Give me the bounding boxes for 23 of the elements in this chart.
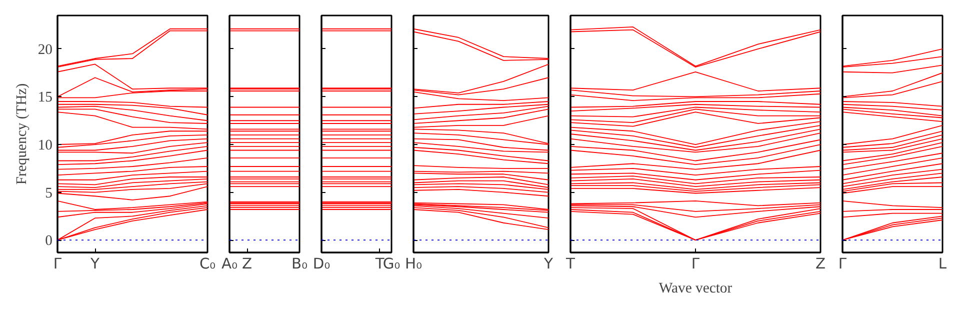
- x-tick-label: H₀: [405, 256, 422, 272]
- x-tick-label: B₀: [292, 256, 308, 272]
- x-tick-label: Y: [543, 256, 554, 272]
- y-tick-label: 20: [38, 42, 52, 58]
- x-tick-label: Z: [815, 256, 826, 272]
- y-axis-title: Frequency (THz): [14, 83, 30, 185]
- x-tick-label: Z: [242, 256, 252, 272]
- x-tick-label: Γ: [53, 256, 62, 272]
- x-tick-label: Y: [90, 256, 100, 272]
- x-tick-label: A₀: [222, 256, 238, 272]
- x-tick-label: G₀: [382, 256, 400, 272]
- x-tick-label: L: [938, 256, 948, 272]
- y-tick-label: 15: [38, 90, 52, 106]
- x-tick-label: Γ: [838, 256, 848, 272]
- x-tick-label: T: [565, 256, 576, 272]
- y-tick-label: 5: [45, 185, 52, 202]
- x-tick-label: Γ: [691, 256, 700, 272]
- y-tick-label: 0: [45, 233, 52, 250]
- x-tick-label: C₀: [199, 256, 216, 272]
- y-tick-label: 10: [38, 138, 52, 154]
- x-tick-label: D₀: [312, 256, 330, 272]
- x-tick-label: T: [374, 256, 384, 272]
- x-axis-title: Wave vector: [658, 280, 732, 296]
